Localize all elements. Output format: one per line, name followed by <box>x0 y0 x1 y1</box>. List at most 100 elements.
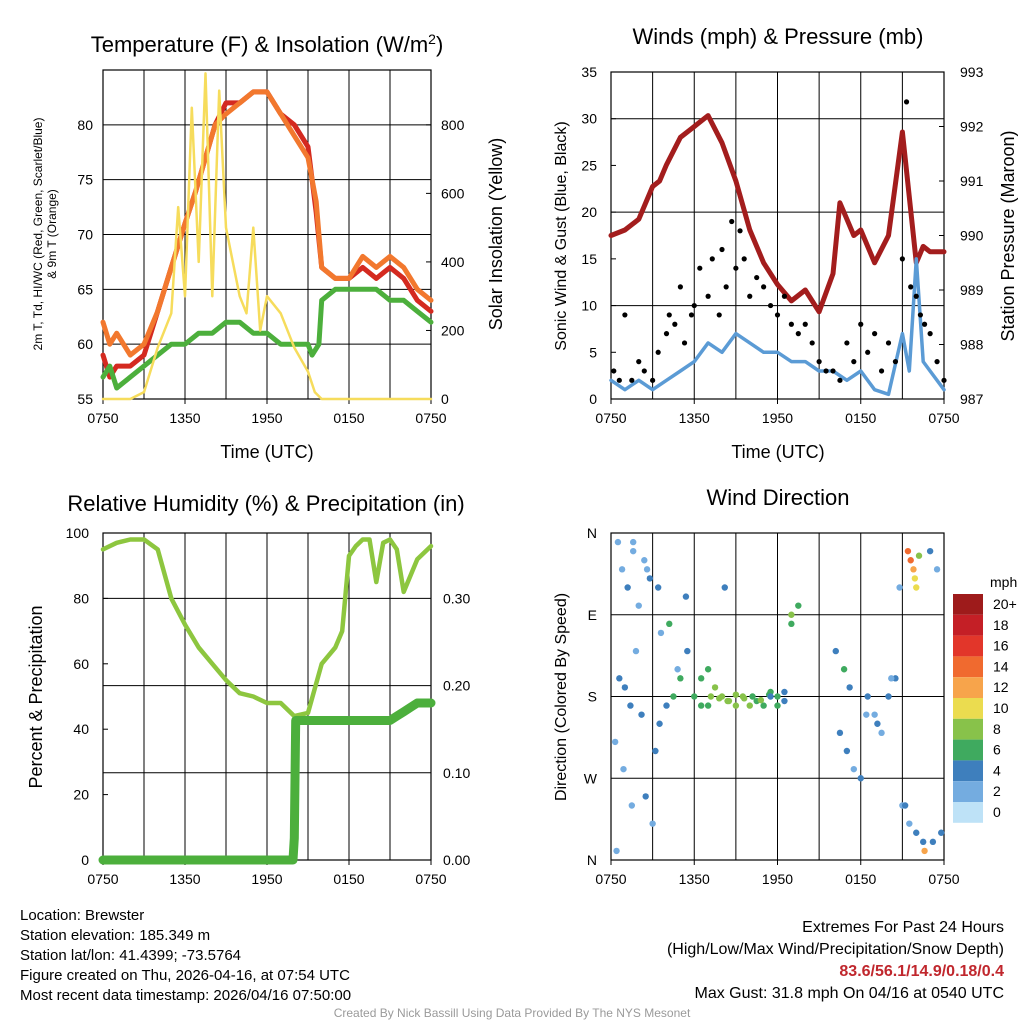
temp-series-9m-t <box>100 89 434 358</box>
wind-ytick-label: 15 <box>581 251 597 267</box>
wind-gust-point <box>921 321 928 327</box>
rh-xtick-label: 0750 <box>415 871 446 887</box>
dir-point <box>774 702 781 709</box>
legend-label: 10 <box>993 700 1009 716</box>
wind-gust-point <box>858 321 864 327</box>
temp-ytick-label: 80 <box>77 117 93 133</box>
wind-gust-point <box>908 284 914 290</box>
dir-point <box>721 584 728 591</box>
legend-swatch <box>953 635 983 657</box>
wind-ytick-label: 25 <box>581 157 597 173</box>
rh-ytick-label: 20 <box>73 787 89 803</box>
dir-point <box>652 747 659 755</box>
extremes-values: 83.6/56.1/14.9/0.18/0.4 <box>839 963 1004 980</box>
temp-ytick-label: 55 <box>77 391 93 407</box>
temp-xtick-label: 1350 <box>169 410 200 426</box>
rh-y2tick-label: 0.00 <box>443 852 470 868</box>
temp-series-solar <box>101 72 433 401</box>
dir-point <box>888 675 895 682</box>
wind-gust-point <box>729 218 735 225</box>
wind-gust-point <box>781 293 788 299</box>
dir-point <box>781 688 788 696</box>
wind-y2tick-label: 990 <box>960 228 984 244</box>
wind-gust-point <box>941 377 947 383</box>
wind-gust-point <box>636 359 642 365</box>
credit-line: Created By Nick Bassill Using Data Provi… <box>333 1006 691 1020</box>
wind-gust-point <box>719 246 725 253</box>
wind-gust-point <box>917 312 924 318</box>
temp-xtick-label: 0750 <box>87 410 118 426</box>
dir-ytick-label: N <box>587 852 597 868</box>
legend-swatch <box>953 594 983 615</box>
rh-ytick-label: 60 <box>73 656 89 672</box>
legend-swatch <box>953 781 983 802</box>
wind-gust-point <box>622 312 628 318</box>
wind-y2tick-label: 987 <box>960 391 984 407</box>
legend-label: 20+ <box>993 596 1017 612</box>
dir-point <box>767 693 774 700</box>
dir-point <box>635 602 642 609</box>
wind-gust-point <box>795 331 801 337</box>
wind-y2tick-label: 989 <box>960 282 984 298</box>
temp-xtick-label: 1950 <box>251 410 282 426</box>
station-latlon: Station lat/lon: 41.4399; -73.5764 <box>20 947 242 964</box>
dir-panel: 0750 1350 1950 0150 0750 N W S E N Wind Direction D… <box>553 485 1017 887</box>
wind-gust-point <box>681 340 688 346</box>
rh-title: Relative Humidity (%) & Precipitation (i… <box>67 491 464 516</box>
wind-gust-point <box>927 331 933 337</box>
max-gust: Max Gust: 31.8 mph On 04/16 at 0540 UTC <box>694 985 1005 1002</box>
dir-point <box>613 847 620 855</box>
dir-point <box>614 538 622 546</box>
legend-label: 16 <box>993 638 1009 654</box>
legend-title: mph <box>990 574 1017 590</box>
dir-point <box>627 702 634 709</box>
wind-y2tick-label: 993 <box>960 64 984 80</box>
rh-ytick-label: 100 <box>66 525 90 541</box>
rh-ytick-label: 40 <box>73 721 89 737</box>
legend-label: 18 <box>993 617 1009 633</box>
wind-ylabel: Sonic Wind & Gust (Blue, Black) <box>553 121 570 350</box>
wind-gust-point <box>611 368 617 374</box>
dir-point <box>919 838 927 846</box>
legend-label: 14 <box>993 658 1009 674</box>
dir-xtick-label: 0150 <box>845 871 876 887</box>
temp-ylabel-2: & 9m T (Orange) <box>45 189 59 279</box>
wind-gust-point <box>733 265 739 271</box>
wind-title: Winds (mph) & Pressure (mb) <box>633 24 924 49</box>
legend-swatch <box>953 802 983 823</box>
extremes-box: Extremes For Past 24 Hours (High/Low/Max… <box>667 917 1004 1005</box>
wind-gust-point <box>913 293 919 299</box>
dir-point <box>716 695 723 702</box>
legend-label: 6 <box>993 742 1001 758</box>
legend-label: 4 <box>993 762 1001 778</box>
wind-panel: 0750 1350 1950 0150 0750 0 5 10 15 20 25 30 35 987 988… <box>553 24 1018 462</box>
dir-point <box>938 829 945 836</box>
dir-point <box>929 838 937 846</box>
wind-xlabel: Time (UTC) <box>731 442 824 462</box>
wind-gust-point <box>697 265 703 271</box>
wind-xtick-label: 0750 <box>595 410 626 426</box>
dir-point <box>691 693 698 700</box>
wind-ytick-label: 30 <box>581 111 597 127</box>
wind-gust-point <box>672 321 678 327</box>
dir-point <box>896 584 903 591</box>
legend-label: 12 <box>993 679 1009 695</box>
extremes-title: Extremes For Past 24 Hours <box>802 919 1004 936</box>
dir-point <box>682 593 690 600</box>
wind-gust-point <box>802 321 808 327</box>
wind-gust-point <box>934 359 940 365</box>
dir-point <box>674 666 681 673</box>
wind-gust-point <box>892 359 899 365</box>
dir-point <box>913 829 920 836</box>
temp-ytick-label: 65 <box>77 281 93 297</box>
rh-series-precipitation <box>98 698 436 865</box>
dir-point <box>704 666 712 673</box>
dir-point <box>911 575 919 582</box>
wind-gust-point <box>677 284 683 290</box>
wind-gust-point <box>830 368 836 374</box>
dir-point <box>757 696 765 704</box>
recent-timestamp: Most recent data timestamp: 2026/04/16 0… <box>20 987 352 1004</box>
wind-gust-point <box>723 284 729 290</box>
dir-point <box>926 547 934 555</box>
